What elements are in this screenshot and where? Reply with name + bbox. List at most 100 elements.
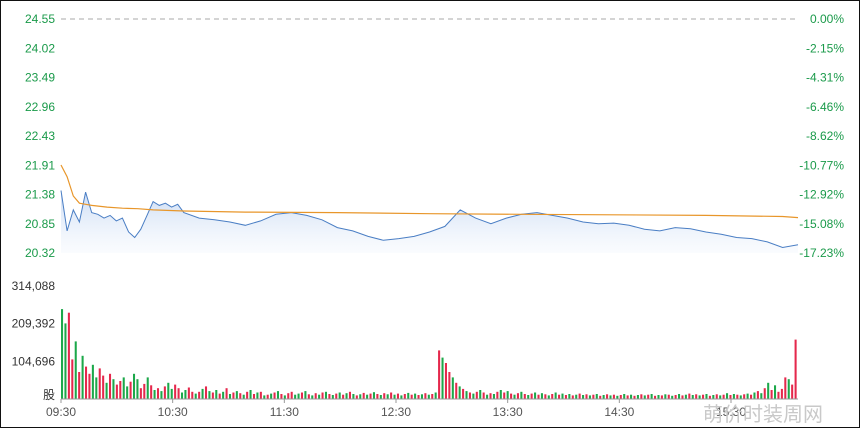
- volume-bar: [544, 394, 547, 399]
- percent-tick-label: -8.62%: [806, 129, 844, 143]
- volume-bar: [530, 393, 533, 399]
- volume-bar: [739, 395, 742, 399]
- volume-bar: [410, 394, 413, 399]
- percent-axis-right: 0.00% -2.15% -4.31% -6.46% -8.62% -10.77% -12.…: [799, 12, 844, 260]
- volume-bar: [520, 391, 523, 399]
- volume-bar: [602, 395, 605, 399]
- volume-bar: [777, 391, 780, 399]
- volume-bar: [729, 395, 732, 399]
- volume-bar: [390, 392, 393, 399]
- volume-bar: [736, 394, 739, 399]
- volume-bar: [129, 381, 132, 399]
- volume-bar: [71, 359, 74, 399]
- volume-bar: [794, 339, 797, 399]
- volume-bar: [551, 394, 554, 399]
- time-tick-label: 14:30: [604, 405, 634, 419]
- percent-tick-label: -2.15%: [806, 41, 844, 55]
- time-axis: 09:30 10:30 11:30 12:30 13:30 14:30 15:30: [46, 398, 798, 419]
- volume-bar: [146, 377, 149, 399]
- volume-bar: [225, 388, 228, 399]
- volume-bar: [122, 377, 125, 399]
- volume-bar: [119, 381, 122, 399]
- volume-bar: [126, 386, 129, 399]
- volume-bar: [170, 388, 173, 399]
- volume-bar: [393, 394, 396, 399]
- volume-bar: [547, 395, 550, 399]
- volume-bar: [235, 391, 238, 399]
- volume-bar: [660, 395, 663, 399]
- volume-bar: [163, 386, 166, 399]
- volume-bar: [348, 391, 351, 399]
- volume-bar: [259, 391, 262, 399]
- volume-bar: [208, 391, 211, 399]
- volume-bar: [67, 312, 70, 399]
- volume-bars: [61, 309, 797, 399]
- volume-bar: [91, 364, 94, 399]
- volume-bar: [503, 392, 506, 399]
- volume-bar: [619, 395, 622, 399]
- volume-bar: [558, 394, 561, 399]
- volume-bar: [434, 392, 437, 399]
- percent-tick-label: -10.77%: [799, 158, 844, 172]
- volume-bar: [115, 384, 118, 399]
- volume-bar: [448, 372, 451, 399]
- volume-bar: [239, 393, 242, 399]
- volume-bar: [369, 393, 372, 399]
- volume-bar: [756, 391, 759, 399]
- volume-bar: [750, 394, 753, 399]
- volume-bar: [270, 393, 273, 399]
- percent-tick-label: -12.92%: [799, 188, 844, 202]
- volume-bar: [417, 395, 420, 399]
- volume-bar: [228, 394, 232, 399]
- volume-bar: [647, 394, 650, 399]
- volume-bar: [506, 391, 509, 399]
- volume-bar: [780, 388, 783, 399]
- volume-bar: [774, 385, 777, 399]
- volume-bar: [376, 394, 379, 399]
- volume-bar: [81, 355, 84, 399]
- volume-bar: [78, 372, 81, 399]
- volume-bar: [218, 393, 221, 399]
- volume-bar: [571, 395, 574, 399]
- volume-bar: [712, 395, 715, 399]
- volume-bar: [321, 392, 324, 399]
- volume-bar: [537, 394, 540, 399]
- volume-bar: [722, 394, 725, 399]
- volume-bar: [705, 394, 708, 399]
- volume-bar: [578, 393, 581, 399]
- volume-bar: [215, 390, 218, 399]
- volume-bar: [304, 391, 307, 399]
- volume-bar: [468, 392, 471, 399]
- volume-bar: [770, 390, 773, 399]
- volume-bar: [211, 392, 214, 399]
- volume-bar: [499, 390, 502, 399]
- price-tick-label: 22.43: [25, 129, 55, 143]
- volume-bar: [626, 395, 629, 399]
- volume-bar: [784, 377, 787, 399]
- volume-bar: [678, 394, 681, 399]
- volume-bar: [791, 384, 794, 399]
- volume-bar: [516, 393, 519, 399]
- volume-bar: [88, 373, 91, 399]
- volume-bar: [187, 387, 190, 399]
- volume-bar: [204, 386, 208, 399]
- volume-bar: [222, 391, 225, 399]
- volume-bar: [105, 382, 108, 399]
- volume-bar: [554, 392, 557, 399]
- volume-bar: [708, 395, 711, 399]
- volume-bar: [331, 395, 334, 399]
- volume-bar: [324, 391, 328, 399]
- price-tick-label: 24.02: [25, 41, 55, 55]
- volume-bar: [462, 388, 465, 399]
- volume-bar: [242, 394, 245, 399]
- volume-bar: [633, 395, 636, 399]
- volume-bar: [643, 395, 646, 399]
- volume-bar: [403, 394, 406, 399]
- volume-bar: [451, 377, 454, 399]
- volume-bar: [191, 391, 194, 399]
- volume-bar: [359, 394, 362, 399]
- volume-bar: [475, 391, 478, 399]
- volume-bar: [438, 350, 441, 399]
- volume-bar: [156, 388, 160, 399]
- volume-bar: [342, 394, 345, 399]
